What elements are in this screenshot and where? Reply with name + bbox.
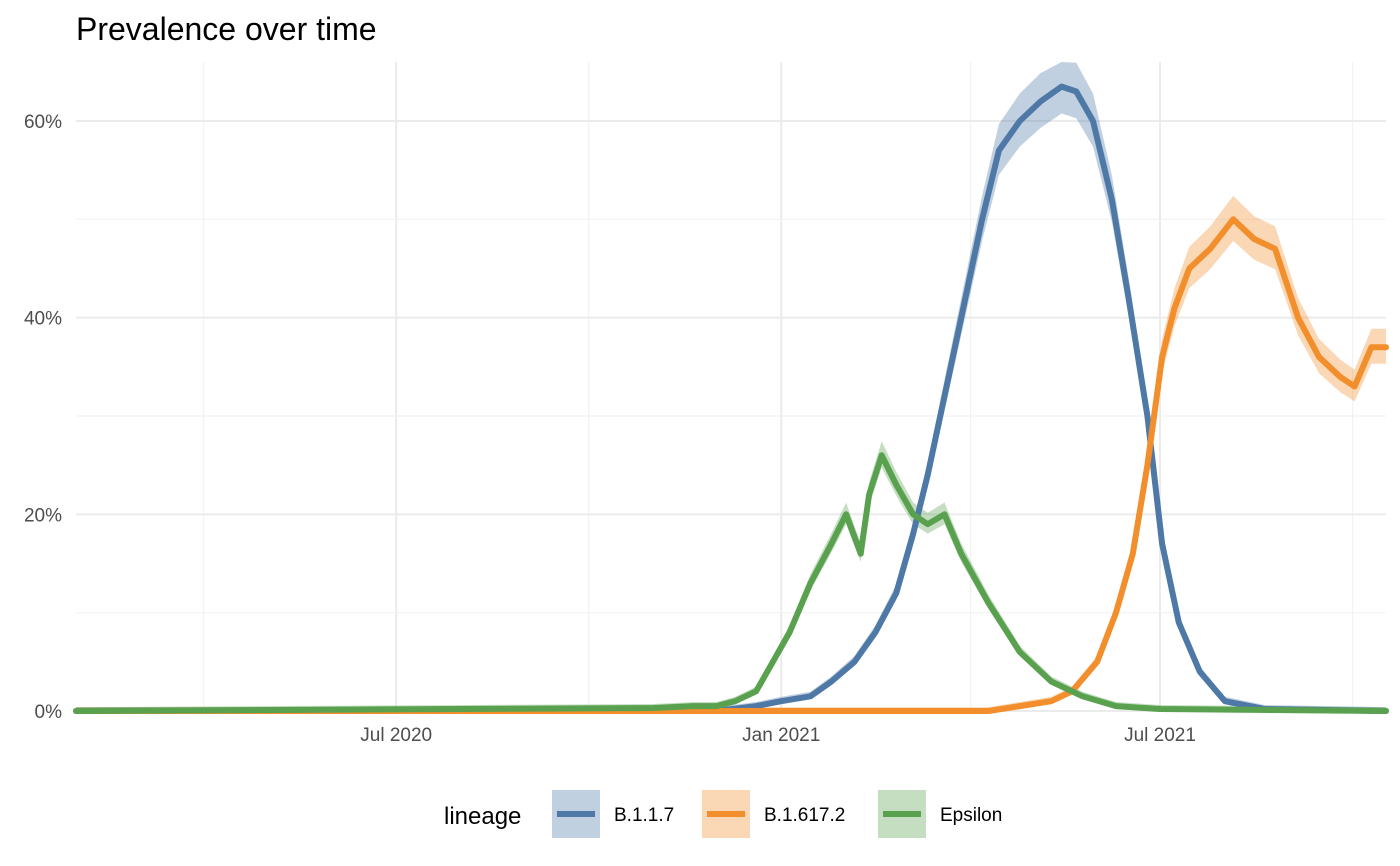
line-b-1-617-2 [73,216,1389,714]
line-b-1-1-7 [73,83,1389,714]
x-tick-label: Jul 2021 [1124,725,1196,746]
y-axis-ticks: 0% 20% 40% 60% [24,112,62,723]
grid [76,62,1386,712]
y-tick-label: 40% [24,309,62,330]
y-tick-label: 0% [35,702,63,723]
band-epsilon [76,441,1386,711]
legend-title: lineage [444,803,521,830]
band-b-1-617-2 [76,195,1386,711]
x-tick-label: Jan 2021 [742,725,820,746]
legend-label-epsilon: Epsilon [940,805,1002,826]
x-tick-label: Jul 2020 [360,725,432,746]
series-lines [73,83,1389,714]
line-epsilon [73,452,1389,714]
x-axis-ticks: Jul 2020 Jan 2021 Jul 2021 [360,725,1196,746]
legend-label-b-1-617-2: B.1.617.2 [764,805,845,826]
y-tick-label: 60% [24,112,62,133]
chart-title: Prevalence over time [76,11,377,47]
legend: lineage B.1.1.7 B.1.617.2 Epsilon [444,790,1002,838]
y-tick-label: 20% [24,505,62,526]
band-b-1-1-7 [76,62,1386,711]
legend-label-b-1-1-7: B.1.1.7 [614,805,674,826]
confidence-bands [76,62,1386,711]
